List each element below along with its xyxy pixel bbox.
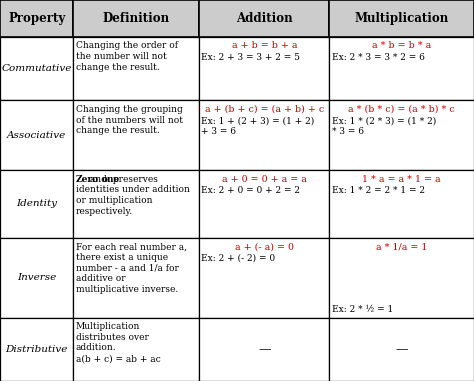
- Text: Commutative: Commutative: [1, 64, 72, 73]
- Bar: [0, 37, 73, 100]
- Text: Ex: 2 + 0 = 0 + 2 = 2: Ex: 2 + 0 = 0 + 2 = 2: [201, 186, 301, 195]
- Text: a * b = b * a: a * b = b * a: [372, 42, 431, 50]
- Bar: [329, 0, 474, 37]
- Text: of the numbers will not: of the numbers will not: [76, 115, 183, 125]
- Text: Identity: Identity: [16, 199, 57, 208]
- Text: change the result.: change the result.: [76, 126, 160, 135]
- Text: + 3 = 6: + 3 = 6: [201, 127, 237, 136]
- Text: a + (b + c) = (a + b) + c: a + (b + c) = (a + b) + c: [205, 105, 324, 114]
- Text: a * (b * c) = (a * b) * c: a * (b * c) = (a * b) * c: [348, 105, 455, 114]
- Bar: [199, 238, 329, 317]
- Text: Inverse: Inverse: [17, 273, 56, 282]
- Text: Ex: 2 + 3 = 3 + 2 = 5: Ex: 2 + 3 = 3 + 2 = 5: [201, 53, 301, 62]
- Text: a + 0 = 0 + a = a: a + 0 = 0 + a = a: [222, 174, 307, 184]
- Text: Distributive: Distributive: [6, 345, 68, 354]
- Text: distributes over: distributes over: [76, 333, 149, 342]
- Text: one: one: [101, 174, 120, 184]
- Text: Associative: Associative: [7, 131, 66, 140]
- Bar: [0, 100, 73, 170]
- Text: addition.: addition.: [76, 343, 117, 352]
- Bar: [73, 100, 199, 170]
- Text: Ex: 2 * 3 = 3 * 2 = 6: Ex: 2 * 3 = 3 * 2 = 6: [332, 53, 425, 62]
- Text: there exist a unique: there exist a unique: [76, 253, 168, 262]
- Bar: [0, 0, 73, 37]
- Text: Addition: Addition: [236, 12, 292, 25]
- Text: number - a and 1/a for: number - a and 1/a for: [76, 264, 179, 272]
- Bar: [0, 170, 73, 238]
- Text: Changing the order of: Changing the order of: [76, 42, 178, 50]
- Text: Ex: 2 + (- 2) = 0: Ex: 2 + (- 2) = 0: [201, 254, 275, 263]
- Bar: [73, 317, 199, 381]
- Text: —: —: [395, 343, 408, 356]
- Text: Changing the grouping: Changing the grouping: [76, 105, 182, 114]
- Text: * 3 = 6: * 3 = 6: [332, 127, 364, 136]
- Text: respectively.: respectively.: [76, 207, 133, 216]
- Text: additive or: additive or: [76, 274, 126, 283]
- Text: or multiplication: or multiplication: [76, 196, 152, 205]
- Text: change the result.: change the result.: [76, 63, 160, 72]
- Text: multiplicative inverse.: multiplicative inverse.: [76, 285, 178, 294]
- Bar: [0, 238, 73, 317]
- Text: preserves: preserves: [110, 174, 158, 184]
- Bar: [73, 0, 199, 37]
- Text: Ex: 1 * 2 = 2 * 1 = 2: Ex: 1 * 2 = 2 * 1 = 2: [332, 186, 425, 195]
- Bar: [199, 37, 329, 100]
- Text: 1 * a = a * 1 = a: 1 * a = a * 1 = a: [363, 174, 441, 184]
- Text: Multiplication: Multiplication: [355, 12, 449, 25]
- Text: —: —: [258, 343, 271, 356]
- Bar: [329, 238, 474, 317]
- Bar: [329, 317, 474, 381]
- Text: the number will not: the number will not: [76, 52, 166, 61]
- Text: Zero: Zero: [76, 174, 99, 184]
- Bar: [199, 100, 329, 170]
- Text: identities under addition: identities under addition: [76, 185, 190, 194]
- Bar: [329, 100, 474, 170]
- Bar: [199, 0, 329, 37]
- Bar: [329, 170, 474, 238]
- Text: a * 1/a = 1: a * 1/a = 1: [376, 242, 428, 251]
- Text: and: and: [87, 174, 110, 184]
- Bar: [73, 238, 199, 317]
- Text: Ex: 1 * (2 * 3) = (1 * 2): Ex: 1 * (2 * 3) = (1 * 2): [332, 117, 436, 126]
- Bar: [73, 37, 199, 100]
- Bar: [199, 170, 329, 238]
- Bar: [0, 317, 73, 381]
- Text: Definition: Definition: [103, 12, 170, 25]
- Text: Ex: 1 + (2 + 3) = (1 + 2): Ex: 1 + (2 + 3) = (1 + 2): [201, 117, 315, 126]
- Bar: [199, 317, 329, 381]
- Text: Multiplication: Multiplication: [76, 322, 140, 331]
- Text: Ex: 2 * ½ = 1: Ex: 2 * ½ = 1: [332, 305, 393, 314]
- Text: a + (- a) = 0: a + (- a) = 0: [235, 242, 294, 251]
- Text: Property: Property: [8, 12, 65, 25]
- Bar: [73, 170, 199, 238]
- Bar: [329, 37, 474, 100]
- Text: a + b = b + a: a + b = b + a: [231, 42, 297, 50]
- Text: For each real number a,: For each real number a,: [76, 242, 187, 251]
- Text: a(b + c) = ab + ac: a(b + c) = ab + ac: [76, 354, 161, 363]
